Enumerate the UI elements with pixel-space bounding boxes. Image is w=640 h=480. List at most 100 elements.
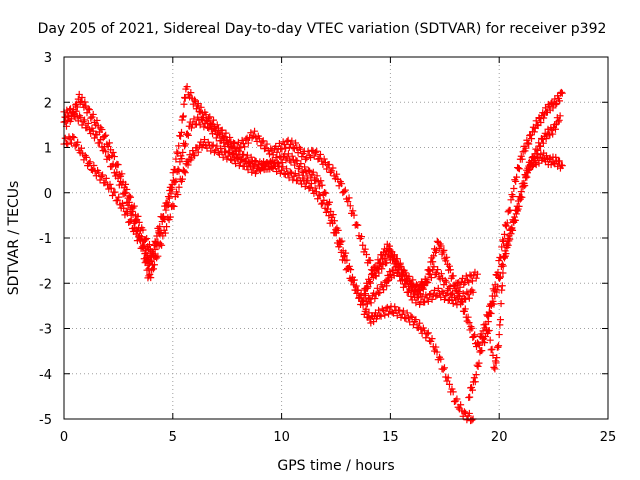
data-point — [391, 303, 399, 311]
data-point — [141, 259, 149, 267]
data-point — [182, 140, 190, 148]
data-point — [311, 148, 319, 156]
data-point — [102, 174, 110, 182]
data-point — [493, 354, 501, 362]
data-point — [371, 294, 379, 302]
data-point — [509, 226, 517, 234]
data-point — [424, 329, 432, 337]
data-point — [242, 135, 250, 143]
data-point — [316, 150, 324, 158]
data-point — [361, 245, 369, 253]
data-point — [346, 202, 354, 210]
data-point — [113, 196, 121, 204]
data-point — [322, 189, 330, 197]
data-point — [417, 290, 425, 298]
data-point — [481, 339, 489, 347]
data-point — [465, 294, 473, 302]
data-point — [87, 165, 95, 173]
data-point — [456, 292, 464, 300]
data-point — [344, 198, 352, 206]
data-point — [471, 331, 479, 339]
data-point — [110, 153, 118, 161]
data-point — [376, 288, 384, 296]
data-point — [181, 169, 189, 177]
data-point — [320, 188, 328, 196]
data-point — [329, 164, 337, 172]
data-point — [350, 211, 358, 219]
data-point — [434, 266, 442, 274]
data-point — [468, 324, 476, 332]
data-point — [508, 225, 516, 233]
data-point — [194, 100, 202, 108]
data-point — [178, 128, 186, 136]
data-point — [403, 309, 411, 317]
data-point — [486, 336, 494, 344]
data-point — [373, 284, 381, 292]
data-point — [381, 311, 389, 319]
data-point — [423, 276, 431, 284]
data-point — [146, 270, 154, 278]
data-point — [518, 193, 526, 201]
data-point — [275, 139, 283, 147]
data-point — [258, 138, 266, 146]
data-point — [102, 148, 110, 156]
data-point — [495, 331, 503, 339]
data-point — [284, 150, 292, 158]
data-point — [377, 312, 385, 320]
data-point — [416, 319, 424, 327]
data-point — [412, 299, 420, 307]
data-point — [385, 242, 393, 250]
data-point — [352, 282, 360, 290]
data-point — [168, 180, 176, 188]
data-point — [357, 233, 365, 241]
data-point — [340, 253, 348, 261]
data-point — [169, 202, 177, 210]
data-point — [353, 286, 361, 294]
data-point — [81, 116, 89, 124]
data-point — [379, 255, 387, 263]
data-point — [97, 172, 105, 180]
data-point — [453, 301, 461, 309]
data-point — [305, 184, 313, 192]
data-point — [206, 113, 214, 121]
data-point — [464, 313, 472, 321]
data-point — [465, 409, 473, 417]
data-point — [512, 210, 520, 218]
data-point — [444, 374, 452, 382]
data-point — [440, 246, 448, 254]
data-point — [380, 286, 388, 294]
data-point — [238, 136, 246, 144]
data-point — [412, 316, 420, 324]
data-point — [77, 114, 85, 122]
data-point — [175, 183, 183, 191]
data-point — [498, 260, 506, 268]
y-tick-label: 0 — [44, 187, 52, 202]
data-point — [496, 273, 504, 281]
data-point — [499, 269, 507, 277]
data-point — [557, 88, 565, 96]
data-point — [87, 114, 95, 122]
data-point — [165, 194, 173, 202]
data-point — [99, 171, 107, 179]
data-point — [125, 192, 133, 200]
data-point — [90, 134, 98, 142]
data-point — [308, 146, 316, 154]
data-point — [348, 273, 356, 281]
data-point — [400, 267, 408, 275]
data-point — [313, 172, 321, 180]
data-point — [191, 152, 199, 160]
data-point — [461, 305, 469, 313]
data-point — [123, 209, 131, 217]
data-point — [366, 278, 374, 286]
data-point — [317, 200, 325, 208]
x-tick-label: 15 — [382, 430, 399, 445]
data-point — [209, 141, 217, 149]
data-point — [265, 150, 273, 158]
data-point — [498, 286, 506, 294]
data-point — [89, 127, 97, 135]
data-point — [431, 286, 439, 294]
data-point — [273, 168, 281, 176]
data-point — [212, 134, 220, 142]
data-point — [71, 142, 79, 150]
data-point — [540, 114, 548, 122]
